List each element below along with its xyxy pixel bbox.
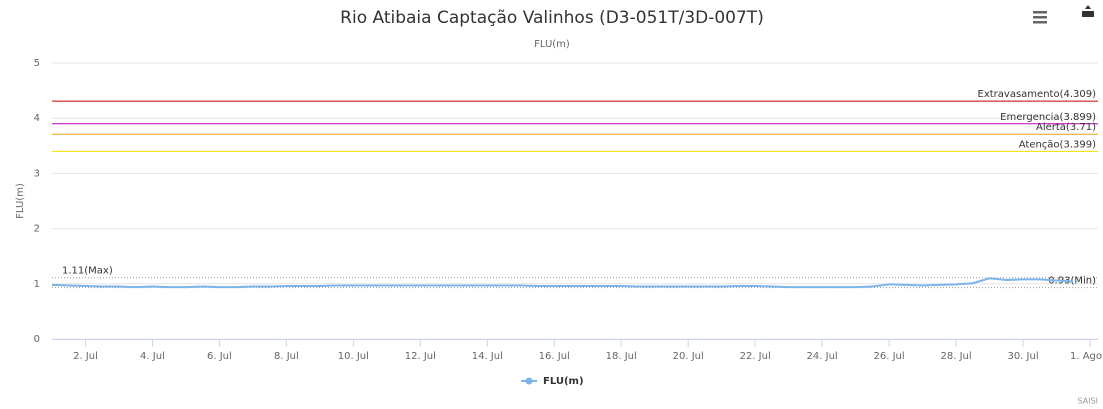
x-tick-label: 6. Jul — [207, 351, 232, 362]
x-tick-label: 22. Jul — [740, 351, 771, 362]
x-tick-label: 24. Jul — [807, 351, 838, 362]
x-tick-label: 2. Jul — [73, 351, 98, 362]
chart-subtitle: FLU(m) — [534, 39, 570, 50]
x-tick-label: 28. Jul — [940, 351, 971, 362]
x-tick-label: 4. Jul — [140, 351, 165, 362]
legend-label[interactable]: FLU(m) — [543, 376, 584, 387]
x-tick-label: 14. Jul — [472, 351, 503, 362]
x-tick-label: 1. Ago — [1070, 351, 1102, 362]
y-tick-label: 3 — [34, 168, 40, 179]
plot-line-label: 1.11(Max) — [62, 266, 113, 277]
download-button[interactable] — [1082, 5, 1094, 17]
y-tick-label: 4 — [34, 113, 40, 124]
y-tick-label: 1 — [34, 279, 40, 290]
x-tick-label: 26. Jul — [874, 351, 905, 362]
credit[interactable]: SAISI — [1078, 397, 1099, 406]
x-tick-label: 10. Jul — [338, 351, 369, 362]
plot-line-label: Extravasamento(4.309) — [978, 89, 1097, 100]
plot-line-label: Emergencia(3.899) — [1000, 112, 1096, 123]
plot-line-label: Atenção(3.399) — [1019, 139, 1096, 150]
y-tick-label: 5 — [34, 58, 40, 69]
plot-line-label: Alerta(3.71) — [1036, 122, 1096, 133]
x-tick-label: 16. Jul — [539, 351, 570, 362]
y-tick-label: 2 — [34, 224, 40, 235]
y-tick-label: 0 — [34, 334, 40, 345]
data-line — [51, 277, 1074, 289]
chart-title: Rio Atibaia Captação Valinhos (D3-051T/3… — [340, 8, 764, 28]
x-tick-label: 20. Jul — [673, 351, 704, 362]
y-axis-title: FLU(m) — [15, 183, 26, 219]
menu-button[interactable] — [1033, 11, 1047, 24]
x-tick-label: 12. Jul — [405, 351, 436, 362]
x-tick-label: 18. Jul — [606, 351, 637, 362]
x-tick-label: 30. Jul — [1007, 351, 1038, 362]
x-tick-label: 8. Jul — [274, 351, 299, 362]
legend-marker — [525, 377, 533, 385]
